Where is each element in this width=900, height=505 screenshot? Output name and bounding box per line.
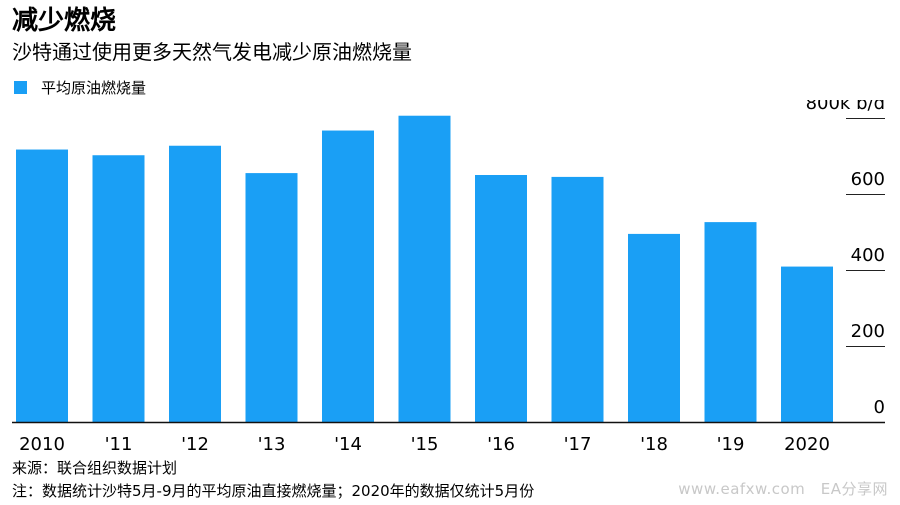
bar-0	[16, 149, 68, 422]
bar-1	[92, 155, 145, 423]
x-tick-label-1: '11	[105, 434, 133, 455]
footnote: 注：数据统计沙特5月-9月的平均原油直接燃烧量；2020年的数据仅统计5月份	[12, 482, 535, 500]
chart-subtitle: 沙特通过使用更多天然气发电减少原油燃烧量	[12, 40, 412, 64]
bar-4	[322, 130, 374, 422]
legend: 平均原油燃烧量	[14, 76, 146, 98]
x-tick-label-6: '16	[487, 434, 515, 455]
bar-3	[245, 173, 298, 422]
watermark: www.eafxw.com EA分享网	[678, 480, 888, 498]
x-tick-label-9: '19	[717, 434, 745, 455]
bar-9	[704, 222, 757, 422]
bar-5	[398, 115, 451, 422]
bar-chart: 0 200 400 600 800k b/d 2010 '11 '12 '13 '14 '15 '1…	[12, 100, 885, 455]
x-tick-label-3: '13	[258, 434, 286, 455]
y-tick-label-1: 200	[851, 321, 885, 342]
bars-group	[16, 115, 833, 423]
x-tick-label-5: '15	[411, 434, 439, 455]
legend-label: 平均原油燃烧量	[41, 78, 147, 97]
bar-8	[628, 233, 680, 422]
bar-10	[781, 266, 833, 422]
bar-7	[551, 176, 604, 422]
x-tick-label-8: '18	[640, 434, 668, 455]
y-axis: 0 200 400 600 800k b/d	[12, 100, 885, 424]
x-tick-label-10: 2020	[784, 434, 830, 455]
bar-6	[475, 175, 527, 422]
x-tick-label-0: 2010	[19, 434, 65, 455]
x-tick-label-2: '12	[181, 434, 209, 455]
y-tick-label-2: 400	[851, 245, 885, 266]
chart-title: 减少燃烧	[12, 6, 117, 36]
x-tick-label-4: '14	[334, 434, 362, 455]
x-axis: 2010 '11 '12 '13 '14 '15 '16 '17 '18 '19 2020	[19, 434, 830, 455]
y-tick-label-3: 600	[851, 169, 885, 190]
bar-2	[169, 145, 221, 423]
y-tick-label-4: 800k b/d	[806, 100, 885, 114]
x-tick-label-7: '17	[564, 434, 592, 455]
y-tick-label-0: 0	[874, 397, 885, 418]
legend-swatch	[14, 80, 27, 94]
source-note: 来源：联合组织数据计划	[12, 459, 178, 477]
